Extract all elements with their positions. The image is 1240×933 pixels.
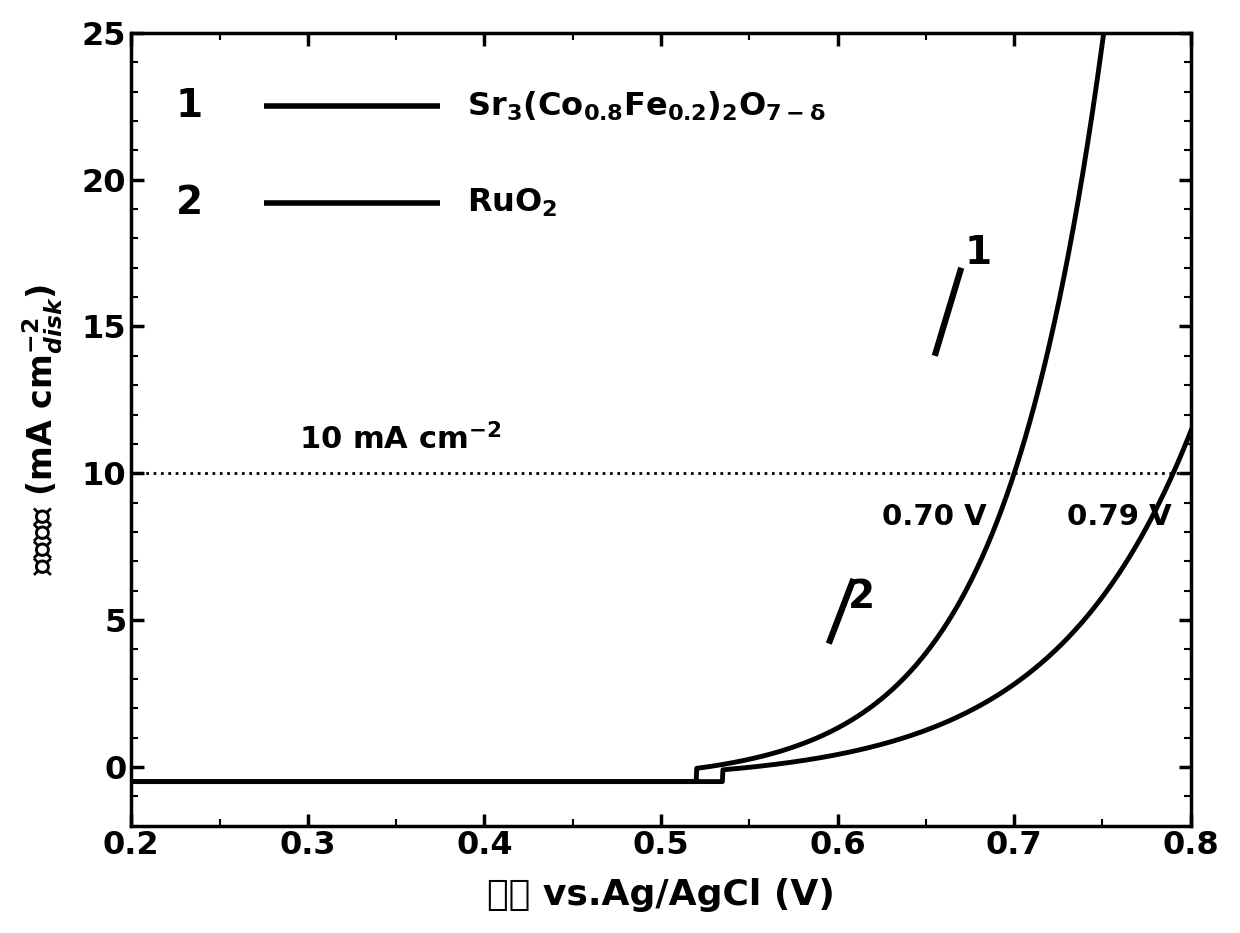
Text: 2: 2 [848, 578, 875, 616]
Text: 1: 1 [175, 88, 202, 125]
Text: 10 mA cm$^{-2}$: 10 mA cm$^{-2}$ [299, 424, 501, 455]
Text: 0.70 V: 0.70 V [882, 503, 986, 531]
Y-axis label: 电流密度 (mA cm$^{-2}_{disk}$): 电流密度 (mA cm$^{-2}_{disk}$) [21, 284, 66, 575]
Text: 2: 2 [175, 184, 202, 222]
X-axis label: 电压 vs.Ag/AgCl (V): 电压 vs.Ag/AgCl (V) [487, 878, 835, 912]
Text: 0.79 V: 0.79 V [1068, 503, 1172, 531]
Text: 1: 1 [965, 234, 992, 272]
Text: $\mathbf{RuO_2}$: $\mathbf{RuO_2}$ [466, 187, 557, 219]
Text: $\mathbf{Sr_3(Co_{0.8}Fe_{0.2})_2O_{7-\delta}}$: $\mathbf{Sr_3(Co_{0.8}Fe_{0.2})_2O_{7-\d… [466, 90, 826, 123]
